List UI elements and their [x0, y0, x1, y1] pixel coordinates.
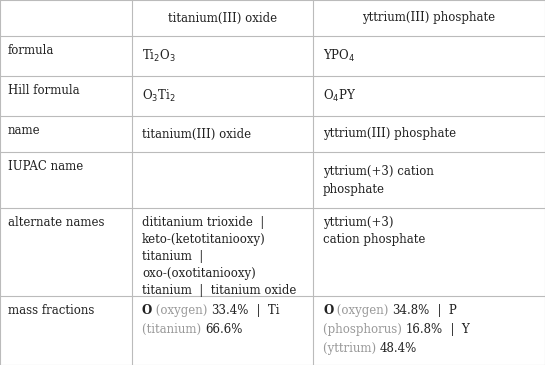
Text: yttrium(+3)
cation phosphate: yttrium(+3) cation phosphate [323, 216, 426, 246]
Text: (yttrium): (yttrium) [323, 342, 380, 356]
Text: formula: formula [8, 44, 54, 57]
Text: name: name [8, 124, 41, 137]
Text: dititanium trioxide  |
keto-(ketotitaniooxy)
titanium  |
oxo-(oxotitaniooxy)
tit: dititanium trioxide | keto-(ketotitanioo… [142, 216, 296, 297]
Text: |  Y: | Y [443, 323, 469, 336]
Text: yttrium(+3) cation
phosphate: yttrium(+3) cation phosphate [323, 165, 434, 196]
Text: (oxygen): (oxygen) [152, 304, 211, 317]
Text: (titanium): (titanium) [142, 323, 205, 336]
Text: yttrium(III) phosphate: yttrium(III) phosphate [362, 12, 495, 24]
Text: titanium(III) oxide: titanium(III) oxide [142, 127, 251, 141]
Text: O: O [323, 304, 333, 317]
Text: IUPAC name: IUPAC name [8, 160, 83, 173]
Text: 34.8%: 34.8% [392, 304, 429, 317]
Text: alternate names: alternate names [8, 216, 105, 229]
Text: titanium(III) oxide: titanium(III) oxide [168, 12, 277, 24]
Text: 16.8%: 16.8% [405, 323, 443, 336]
Text: mass fractions: mass fractions [8, 304, 94, 317]
Text: Ti$_{2}$O$_{3}$: Ti$_{2}$O$_{3}$ [142, 48, 175, 64]
Text: 48.4%: 48.4% [380, 342, 417, 356]
Text: (oxygen): (oxygen) [333, 304, 392, 317]
Text: 66.6%: 66.6% [205, 323, 242, 336]
Text: |  Ti: | Ti [249, 304, 279, 317]
Text: O: O [142, 304, 152, 317]
Text: O$_{3}$Ti$_{2}$: O$_{3}$Ti$_{2}$ [142, 88, 175, 104]
Text: Hill formula: Hill formula [8, 84, 80, 97]
Text: |  P: | P [429, 304, 456, 317]
Text: YPO$_{4}$: YPO$_{4}$ [323, 48, 355, 64]
Text: (phosphorus): (phosphorus) [323, 323, 405, 336]
Text: 33.4%: 33.4% [211, 304, 249, 317]
Text: O$_{4}$PY: O$_{4}$PY [323, 88, 356, 104]
Text: yttrium(III) phosphate: yttrium(III) phosphate [323, 127, 456, 141]
